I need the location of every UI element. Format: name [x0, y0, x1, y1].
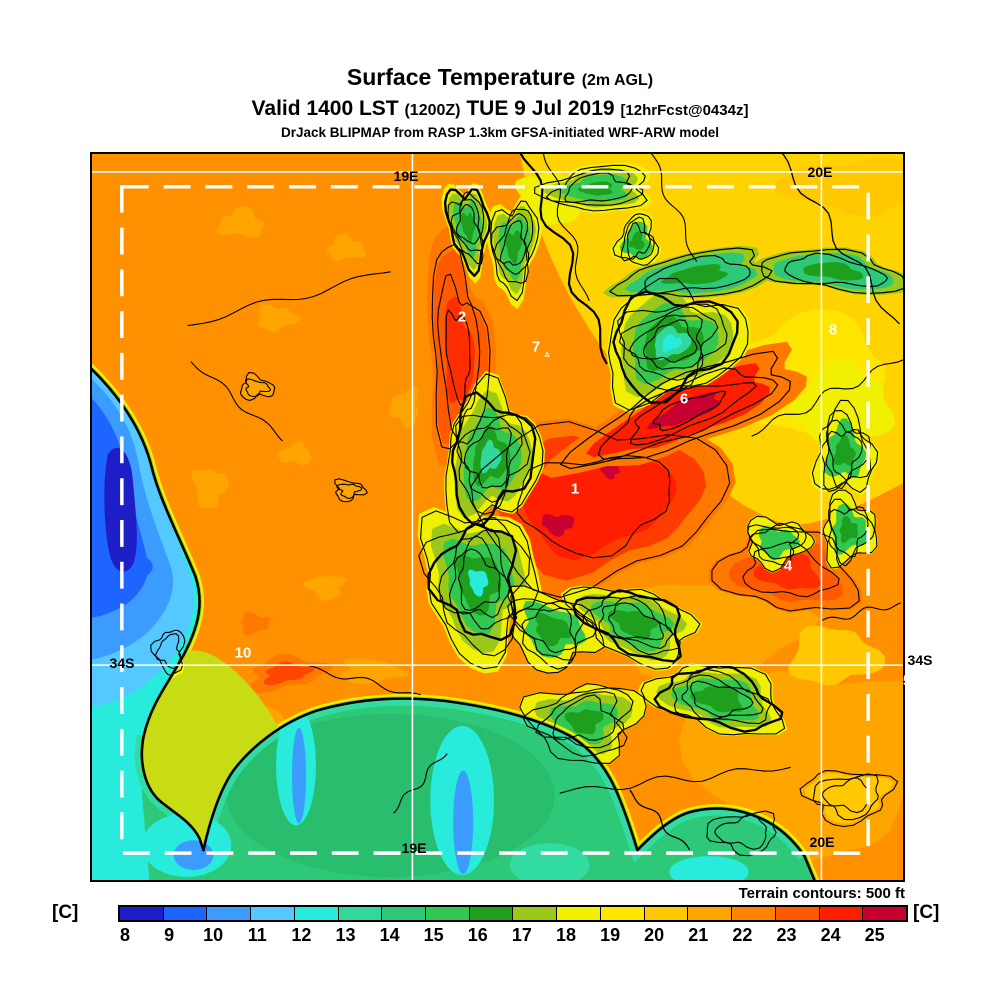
colorbar-tick: 8: [119, 925, 131, 945]
colorbar-segment: [382, 907, 427, 920]
cape-peninsula: [141, 650, 280, 851]
colorbar-segment: [513, 907, 558, 920]
colorbar-tick-labels: 8 9 10 11 12 13 14 15 16 17 18 19 20 21 22 23 24 25: [118, 925, 908, 949]
graticule: [92, 154, 903, 880]
colorbar-tick: 22: [732, 925, 753, 945]
colorbar-tick: 17: [511, 925, 532, 945]
colorbar-tick: 14: [379, 925, 400, 945]
colorbar-tick: 13: [335, 925, 356, 945]
colorbar-scale: [118, 905, 908, 922]
colorbar-segment: [207, 907, 252, 920]
valid-zulu: (1200Z): [404, 102, 461, 119]
colorbar-segment: [688, 907, 733, 920]
model-line: DrJack BLIPMAP from RASP 1.3km GFSA-init…: [280, 125, 720, 140]
colorbar-tick: 15: [423, 925, 444, 945]
colorbar-tick: 16: [467, 925, 488, 945]
colorbar-segment: [251, 907, 295, 920]
colorbar-tick: 9: [164, 925, 175, 945]
colorbar-segment: [338, 907, 383, 920]
colorbar-segment: [775, 907, 820, 920]
title-block: Surface Temperature (2m AGL) Valid 1400 …: [0, 62, 1000, 141]
colorbar-tick: 18: [555, 925, 577, 945]
colorbar-tick: 20: [644, 925, 665, 945]
page-title: Surface Temperature (2m AGL): [0, 62, 1000, 96]
colorbar-segment: [163, 907, 208, 920]
colorbar-segment: [557, 907, 601, 920]
valid-time: Valid 1400 LST: [251, 97, 399, 120]
colorbar-tick: 10: [203, 925, 224, 945]
colorbar-segment: [600, 907, 645, 920]
colorbar-unit-left: [C]: [52, 902, 79, 923]
colorbar-segment: [120, 907, 164, 920]
terrain-contour-lines: [150, 154, 903, 857]
colorbar-tick: 11: [247, 925, 267, 945]
valid-line: Valid 1400 LST (1200Z) TUE 9 Jul 2019 [1…: [0, 96, 1000, 124]
title-text: Surface Temperature: [346, 64, 576, 90]
colorbar-segment: [819, 907, 864, 920]
colorbar-segment: [732, 907, 776, 920]
colorbar-segment: [644, 907, 689, 920]
forecast-tag: [12hrFcst@0434z]: [620, 102, 749, 119]
valid-date: TUE 9 Jul 2019: [466, 97, 615, 120]
colorbar-tick: 21: [688, 925, 709, 945]
colorbar-segment: [863, 907, 906, 920]
colorbar-segment: [294, 907, 339, 920]
terrain-contours-note: Terrain contours: 500 ft: [738, 885, 905, 902]
colorbar-segment: [426, 907, 470, 920]
colorbar-tick: 19: [600, 925, 621, 945]
colorbar-unit-right: [C]: [913, 902, 940, 923]
colorbar-tick: 25: [864, 925, 885, 945]
colorbar: 8 9 10 11 12 13 14 15 16 17 18 19 20 21 22 23 24 25: [118, 905, 908, 951]
coastline: [92, 367, 816, 880]
colorbar-segment: [469, 907, 514, 920]
colorbar-tick: 23: [776, 925, 797, 945]
domain-boundary-dashed: [120, 185, 870, 855]
title-suffix: (2m AGL): [581, 72, 654, 89]
temperature-map-image: [92, 154, 903, 880]
colorbar-tick: 12: [291, 925, 312, 945]
grid-label-34s: 34S: [907, 652, 933, 668]
colorbar-tick: 24: [820, 925, 841, 945]
temperature-map: [90, 152, 905, 882]
